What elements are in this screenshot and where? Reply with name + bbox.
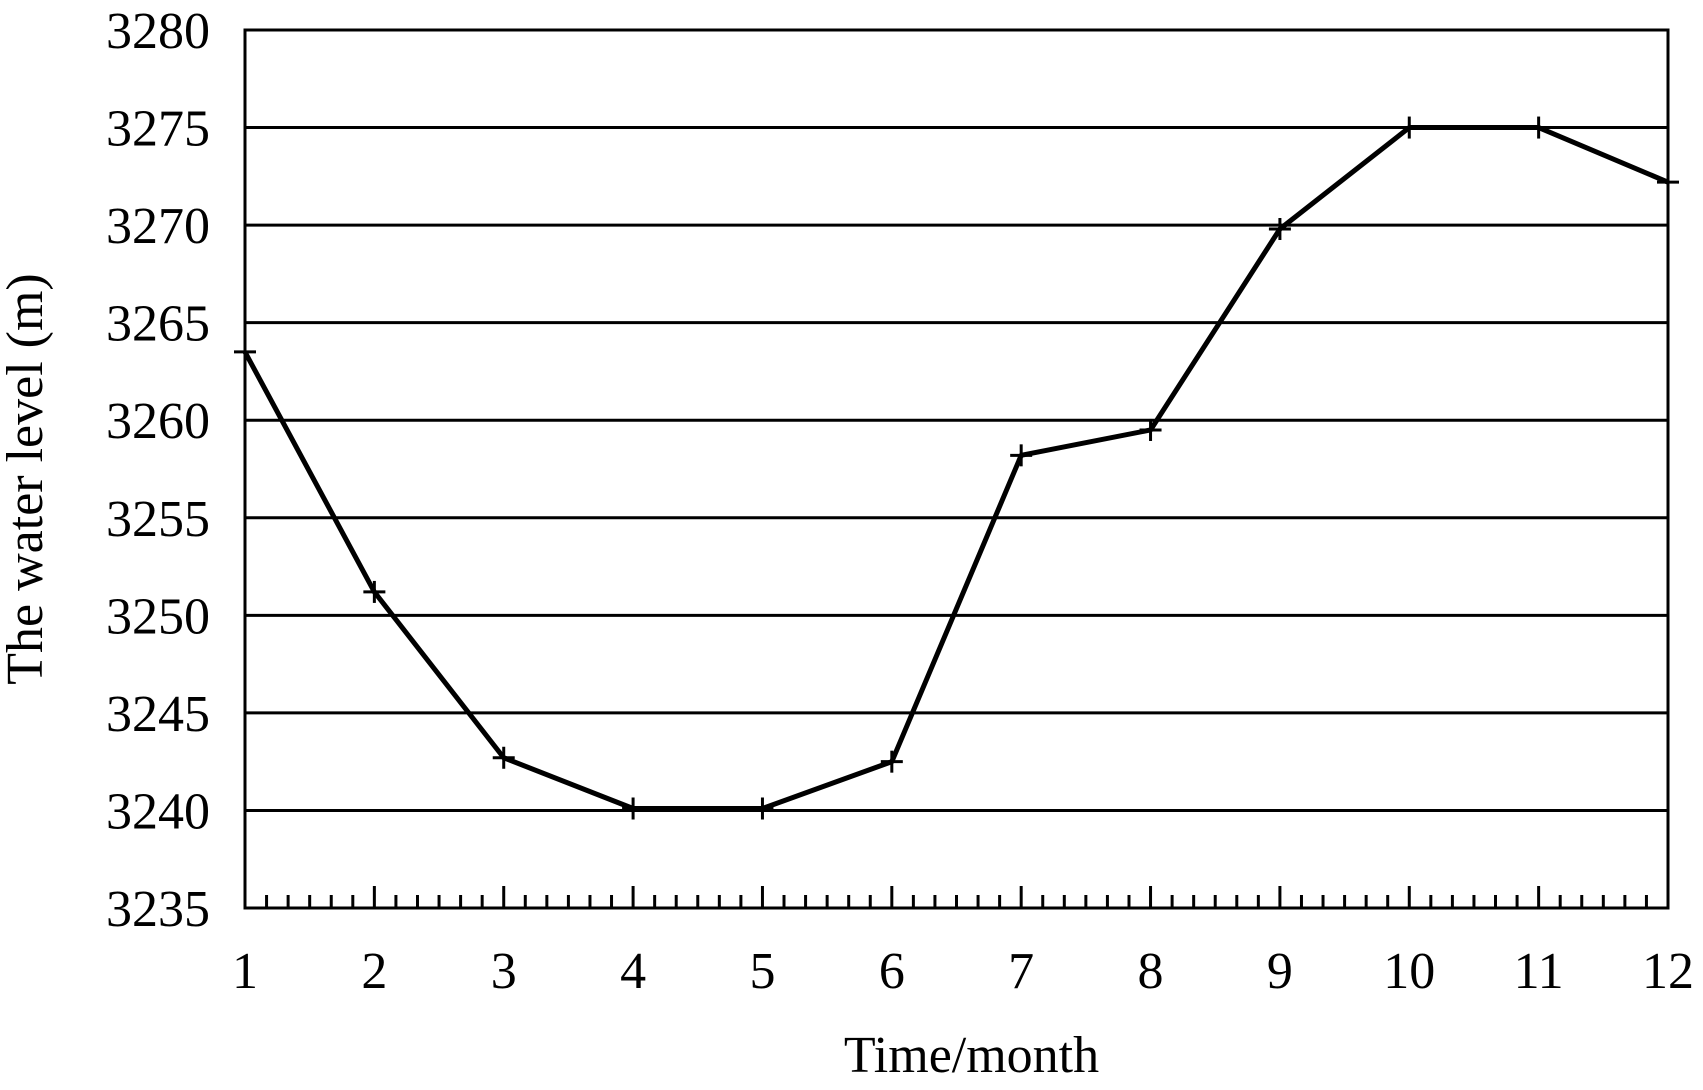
data-point-marker xyxy=(622,797,645,820)
y-tick-label: 3275 xyxy=(106,101,210,158)
y-tick-label: 3250 xyxy=(106,588,210,645)
y-tick-label: 3245 xyxy=(106,686,210,743)
data-point-marker xyxy=(751,797,774,820)
y-tick-label: 3280 xyxy=(106,3,210,60)
x-axis-label: Time/month xyxy=(844,1027,1099,1084)
data-point-marker xyxy=(234,340,256,363)
x-tick-label: 2 xyxy=(361,943,387,1000)
x-tick-label: 1 xyxy=(232,943,258,1000)
data-point-marker xyxy=(880,750,903,773)
y-tick-label: 3235 xyxy=(106,881,210,938)
data-point-marker xyxy=(1657,171,1679,194)
data-point-marker xyxy=(1398,116,1421,139)
data-point-marker xyxy=(1268,218,1291,241)
y-tick-label: 3240 xyxy=(106,783,210,840)
plot-frame xyxy=(243,28,1670,910)
y-tick-label: 3260 xyxy=(106,393,210,450)
y-axis-label: The water level (m) xyxy=(0,273,54,684)
data-point-marker xyxy=(1527,116,1550,139)
x-axis-tick-labels: 1 2 3 4 5 6 7 8 9 10 11 12 xyxy=(232,943,1694,1000)
x-tick-label: 12 xyxy=(1642,943,1694,1000)
x-tick-label: 9 xyxy=(1267,943,1293,1000)
x-tick-label: 11 xyxy=(1514,943,1564,1000)
y-tick-label: 3270 xyxy=(106,198,210,255)
series-layer xyxy=(234,116,1679,820)
data-point-marker xyxy=(492,746,515,769)
x-axis-ticks xyxy=(243,886,1670,908)
data-point-marker xyxy=(363,580,386,603)
x-tick-label: 8 xyxy=(1138,943,1164,1000)
data-point-marker xyxy=(1010,444,1033,467)
x-tick-label: 6 xyxy=(879,943,905,1000)
x-tick-label: 4 xyxy=(620,943,646,1000)
y-tick-label: 3265 xyxy=(106,296,210,353)
x-tick-label: 3 xyxy=(491,943,517,1000)
y-axis-tick-labels: 3235 3240 3245 3250 3255 3260 3265 3270 3275 3280 xyxy=(106,3,210,938)
x-tick-label: 5 xyxy=(749,943,775,1000)
y-tick-label: 3255 xyxy=(106,491,210,548)
gridlines xyxy=(245,126,1668,812)
x-tick-label: 7 xyxy=(1008,943,1034,1000)
x-tick-label: 10 xyxy=(1383,943,1435,1000)
data-point-marker xyxy=(1139,418,1162,441)
series-line xyxy=(242,125,1669,811)
